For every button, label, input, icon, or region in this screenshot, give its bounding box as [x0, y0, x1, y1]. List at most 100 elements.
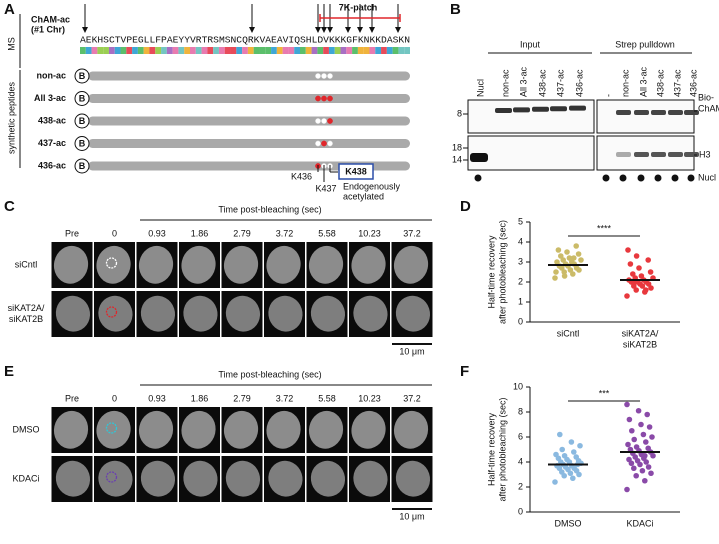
nucleus — [266, 245, 301, 284]
peptide-name: 436-ac — [38, 160, 66, 170]
data-point — [561, 452, 568, 459]
biotin-label: B — [79, 93, 86, 103]
arrow-head — [345, 27, 351, 33]
biotin-circle — [74, 68, 90, 84]
residue-color — [114, 47, 121, 54]
residue-color — [155, 47, 162, 54]
x-tick-label: siCntl — [557, 328, 580, 338]
nucleus — [308, 245, 344, 284]
biotin-label: B — [79, 116, 86, 126]
arrow-head — [395, 27, 401, 33]
blot-band — [668, 152, 683, 157]
panel-label: D — [460, 198, 471, 215]
time-label: 2.79 — [233, 393, 251, 403]
data-point — [561, 273, 568, 279]
x-tick-label: siKAT2A/ — [622, 328, 659, 338]
residue-color — [247, 47, 254, 54]
nucleus — [138, 245, 174, 284]
nucleus — [351, 245, 386, 284]
data-point — [555, 247, 562, 253]
residue-color — [218, 47, 225, 54]
data-point — [566, 255, 573, 261]
blot-band — [668, 110, 683, 115]
data-point — [627, 261, 634, 267]
arrow-head — [321, 27, 327, 33]
bleach-spot — [105, 422, 118, 434]
residue-color — [80, 47, 86, 54]
blot-band — [651, 110, 666, 115]
y-tick-label: 2 — [518, 481, 523, 491]
residue-color — [195, 47, 202, 54]
residue-color — [346, 47, 353, 54]
biotin-circle — [74, 158, 90, 174]
y-axis-label: Half-time recovery — [486, 412, 496, 486]
data-point — [629, 427, 635, 434]
residue-color — [363, 47, 370, 54]
nucleus — [353, 295, 388, 332]
condition-label: siKAT2B — [9, 314, 43, 324]
time-label: 37.2 — [403, 228, 421, 238]
data-point — [624, 486, 630, 493]
data-point — [568, 439, 575, 445]
residue-color — [201, 47, 208, 54]
time-label: 1.86 — [191, 393, 209, 403]
condition-label: siKAT2A/ — [8, 303, 45, 313]
data-point — [633, 253, 640, 259]
nucleus — [395, 295, 431, 332]
acetyl-dot — [327, 140, 333, 147]
residue-color — [259, 47, 266, 54]
acetyl-dot — [315, 118, 321, 124]
panel-label: B — [450, 1, 461, 18]
condition-label: DMSO — [13, 424, 40, 434]
scale-label: 10 μm — [399, 346, 424, 356]
marker: 18 — [452, 142, 462, 152]
nucleus — [268, 295, 303, 332]
site-label: K438 — [345, 166, 367, 176]
data-point — [642, 477, 648, 484]
peptide-bar — [88, 139, 410, 148]
blot-band — [550, 106, 567, 112]
residue-color — [166, 47, 173, 54]
residue-color — [357, 47, 364, 54]
y-tick-label: 0 — [518, 316, 523, 326]
biotin-circle — [74, 91, 90, 106]
ms-row-label: (#1 Chr) — [31, 24, 65, 34]
arrow-head — [249, 27, 255, 33]
nucleus — [53, 410, 89, 449]
blot-band — [532, 106, 549, 112]
biotin-label: B — [79, 138, 86, 148]
data-point — [642, 452, 648, 459]
nucleus — [351, 410, 386, 449]
time-label: 0.93 — [148, 228, 166, 238]
nucl-dot — [619, 174, 627, 182]
peptide-name: non-ac — [36, 70, 66, 80]
data-point — [640, 431, 647, 438]
data-point — [630, 271, 636, 277]
y-tick-label: 3 — [518, 256, 523, 266]
nucleus — [223, 410, 259, 449]
data-point — [625, 247, 631, 253]
lane-label: 436-ac — [574, 69, 584, 97]
residue-color — [317, 47, 324, 54]
time-label: 3.72 — [276, 393, 294, 403]
acetyl-dot — [315, 73, 321, 79]
data-point — [633, 472, 639, 479]
acetyl-dot — [321, 95, 327, 102]
band-label: ChAM — [698, 103, 719, 113]
residue-color — [242, 47, 248, 54]
lane-label: 436-ac — [688, 69, 698, 97]
nucl-dot — [474, 174, 482, 182]
residue-color — [126, 47, 133, 54]
time-title: Time post-bleaching (sec) — [218, 369, 321, 379]
nucleus — [55, 295, 91, 332]
data-point — [571, 255, 577, 261]
data-point — [624, 293, 630, 299]
site-note: Endogenously — [343, 181, 401, 191]
residue-color — [132, 47, 138, 54]
blot-box — [467, 135, 595, 171]
nucleus — [183, 295, 218, 332]
panel-label: E — [4, 363, 14, 380]
time-label: 37.2 — [403, 393, 421, 403]
time-label: Pre — [65, 228, 79, 238]
nucleus — [140, 460, 176, 497]
